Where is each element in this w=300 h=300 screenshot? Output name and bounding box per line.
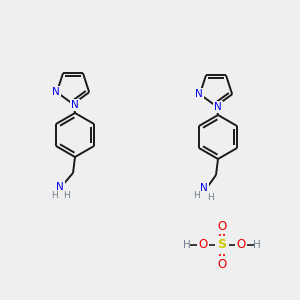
Text: S: S xyxy=(218,238,226,251)
Text: H: H xyxy=(183,240,191,250)
Text: N: N xyxy=(200,183,208,193)
Text: N: N xyxy=(71,100,79,110)
Text: N: N xyxy=(195,89,203,99)
Text: H: H xyxy=(207,193,213,202)
Text: H: H xyxy=(253,240,261,250)
Text: N: N xyxy=(56,182,64,192)
Text: H: H xyxy=(63,190,69,200)
Text: H: H xyxy=(51,190,57,200)
Text: O: O xyxy=(236,238,246,251)
Text: O: O xyxy=(198,238,208,251)
Text: O: O xyxy=(218,257,226,271)
Text: N: N xyxy=(214,102,222,112)
Text: O: O xyxy=(218,220,226,232)
Text: N: N xyxy=(52,87,60,97)
Text: H: H xyxy=(194,191,200,200)
